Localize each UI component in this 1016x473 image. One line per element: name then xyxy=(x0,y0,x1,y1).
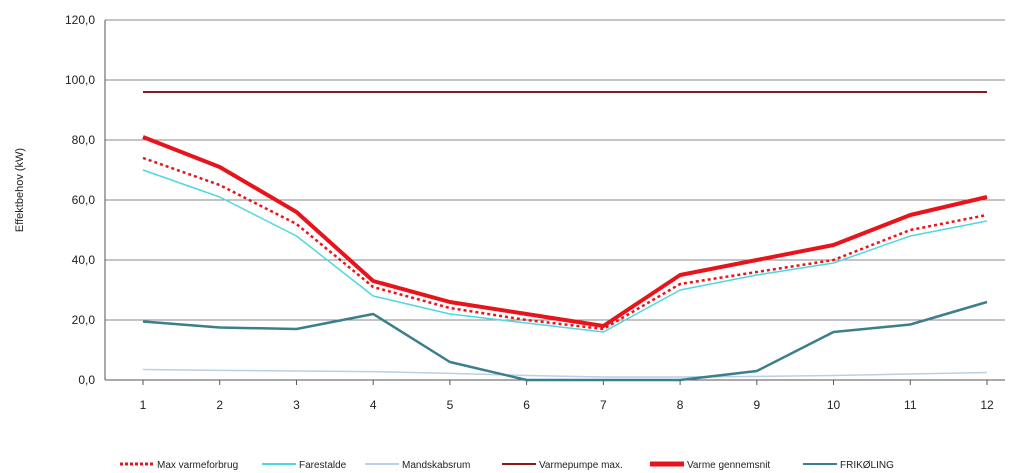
x-tick-label: 3 xyxy=(293,398,300,412)
x-tick-label: 7 xyxy=(600,398,607,412)
y-tick-label: 80,0 xyxy=(72,133,96,147)
legend: Max varmeforbrug Farestalde Mandskabsrum Va… xyxy=(120,460,894,471)
y-tick-label: 100,0 xyxy=(65,73,95,87)
y-tick-label: 40,0 xyxy=(72,253,96,267)
y-tick-label: 60,0 xyxy=(72,193,96,207)
x-tick-label: 2 xyxy=(216,398,223,412)
x-tick-label: 12 xyxy=(980,398,994,412)
series-line-4 xyxy=(142,135,988,328)
series-line-0 xyxy=(142,156,988,331)
y-tick-label: 120,0 xyxy=(65,13,95,27)
legend-label-5: FRIKØLING xyxy=(840,460,894,471)
legend-label-2: Mandskabsrum xyxy=(402,460,470,471)
series-line-1 xyxy=(142,169,988,333)
y-tick-label: 20,0 xyxy=(72,313,96,327)
series-lines xyxy=(142,91,988,382)
axes xyxy=(104,20,1005,385)
legend-label-1: Farestalde xyxy=(299,460,347,471)
y-tick-labels: 0,0 20,0 40,0 60,0 80,0 100,0 120,0 xyxy=(65,13,95,387)
x-tick-label: 9 xyxy=(753,398,760,412)
series-line-2 xyxy=(142,368,988,378)
x-tick-label: 8 xyxy=(677,398,684,412)
legend-label-4: Varme gennemsnit xyxy=(687,460,770,471)
legend-label-0: Max varmeforbrug xyxy=(157,460,238,471)
x-tick-label: 6 xyxy=(523,398,530,412)
gridlines xyxy=(105,19,1005,381)
x-tick-label: 1 xyxy=(140,398,147,412)
legend-label-3: Varmepumpe max. xyxy=(539,460,623,471)
x-tick-label: 4 xyxy=(370,398,377,412)
x-tick-labels: 1 2 3 4 5 6 7 8 9 10 11 12 xyxy=(140,398,994,412)
x-tick-label: 11 xyxy=(904,398,917,412)
y-tick-label: 0,0 xyxy=(78,373,95,387)
y-axis-label: Effektbehov (kW) xyxy=(14,148,26,232)
x-tick-label: 10 xyxy=(827,398,841,412)
x-tick-label: 5 xyxy=(447,398,454,412)
series-line-5 xyxy=(142,300,988,382)
